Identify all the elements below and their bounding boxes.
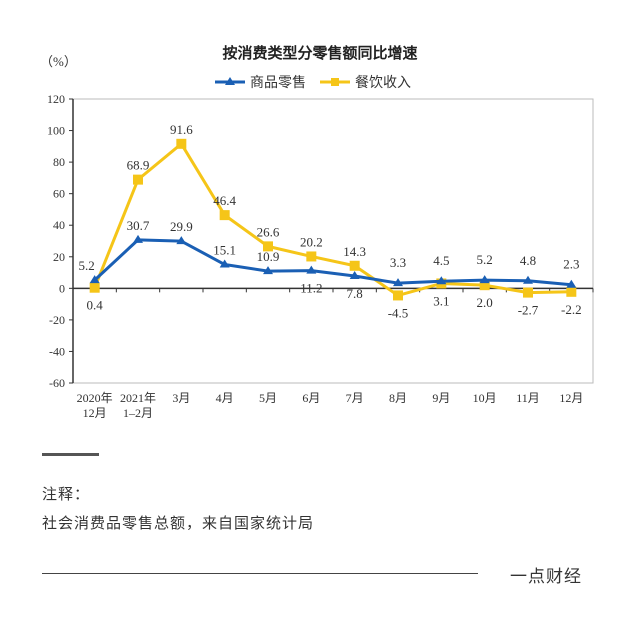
data-point-triangle [89,275,100,284]
data-label: -2.2 [561,302,582,317]
data-label: 4.8 [520,253,536,268]
data-point-triangle [393,278,403,287]
note-text: 社会消费品零售总额，来自国家统计局 [42,514,315,532]
y-tick-label: 80 [53,155,65,169]
data-label: 7.8 [347,286,363,301]
legend-square-marker [331,78,339,86]
data-label: 29.9 [170,219,193,234]
series-line [93,238,572,287]
data-label: 0.4 [87,298,104,313]
data-point-square [263,241,273,252]
y-tick-label: 100 [47,124,65,138]
y-tick-label: 40 [53,218,65,232]
x-tick-label: 9月 [432,391,450,405]
data-label: 26.6 [257,224,280,239]
x-tick-label: 2021年 [120,391,156,405]
x-tick-label: 3月 [172,391,190,405]
data-point-triangle [263,266,273,275]
data-label: 2.3 [563,257,579,272]
x-tick-label: 2020年 [77,391,113,405]
x-tick-label: 12月 [559,391,583,405]
data-point-square [393,290,403,301]
series-layer [89,138,577,301]
y-tick-label: 0 [59,281,65,295]
x-tick-label: 1–2月 [123,406,153,420]
data-point-square [306,251,317,262]
data-point-square [349,260,360,271]
data-labels: 0.4 68.9 91.6 46.4 26.6 20.2 14.3 -4.5 3.1 2.0 -2.… [79,122,582,321]
data-point-triangle [219,259,230,268]
data-point-square [176,138,187,149]
y-tick-label: 20 [53,250,65,264]
x-tick-label: 8月 [389,391,407,405]
x-tick-label: 12月 [83,406,107,420]
legend-label: 商品零售 [250,75,306,91]
note-label: 注释： [42,485,91,503]
y-tick-label: 120 [47,92,65,106]
axes: 120100806040200-20-40-602020年12月2021年1–2… [47,92,594,420]
data-label: -4.5 [388,305,409,320]
data-point-triangle [176,236,187,245]
x-tick-label: 11月 [516,391,540,405]
data-label: 68.9 [127,158,150,173]
data-label: 5.2 [79,258,95,273]
x-tick-label: 7月 [346,391,364,405]
data-point-triangle [523,275,533,284]
data-point-square [89,282,100,293]
data-label: 3.3 [390,255,406,270]
data-point-triangle [479,275,490,284]
data-label: 5.2 [477,252,493,267]
footer-line [42,573,478,574]
data-label: 2.0 [477,295,493,310]
data-point-triangle [349,271,360,280]
data-point-triangle [133,234,143,243]
legend-label: 餐饮收入 [355,75,411,91]
data-label: 14.3 [343,244,366,259]
y-tick-label: -20 [49,313,65,327]
data-point-triangle [306,265,317,274]
x-tick-label: 5月 [259,391,277,405]
y-tick-label: 60 [53,187,65,201]
data-label: 30.7 [127,218,150,233]
data-label: -2.7 [518,303,539,318]
x-tick-label: 10月 [473,391,497,405]
series-line [93,142,572,297]
data-label: 15.1 [213,243,236,258]
data-label: 10.9 [257,249,280,264]
data-point-square [523,287,533,298]
data-label: 20.2 [300,234,323,249]
x-tick-label: 6月 [302,391,320,405]
y-axis-unit: （%） [40,54,77,69]
footer-brand: 一点财经 [510,567,582,587]
data-point-square [566,286,577,297]
chart-title: 按消费类型分零售额同比增速 [222,44,417,62]
data-label: 46.4 [213,193,236,208]
data-label: 4.5 [433,253,449,268]
data-point-triangle [436,276,447,285]
divider [42,453,99,456]
x-tick-label: 4月 [216,391,234,405]
data-label: 11.2 [300,281,322,296]
legend: 商品零售 餐饮收入 [215,75,411,91]
chart: 按消费类型分零售额同比增速 （%） 商品零售 餐饮收入 120 100 80 60 40 2… [40,44,594,420]
data-point-square [479,280,490,291]
y-tick-label: -40 [49,344,65,358]
data-label: 91.6 [170,122,193,137]
data-point-square [133,174,143,185]
legend-triangle-marker [225,77,235,85]
y-tick-label: -60 [49,376,65,390]
data-point-square [219,210,230,221]
data-label: 3.1 [433,293,449,308]
data-point-triangle [566,279,577,288]
